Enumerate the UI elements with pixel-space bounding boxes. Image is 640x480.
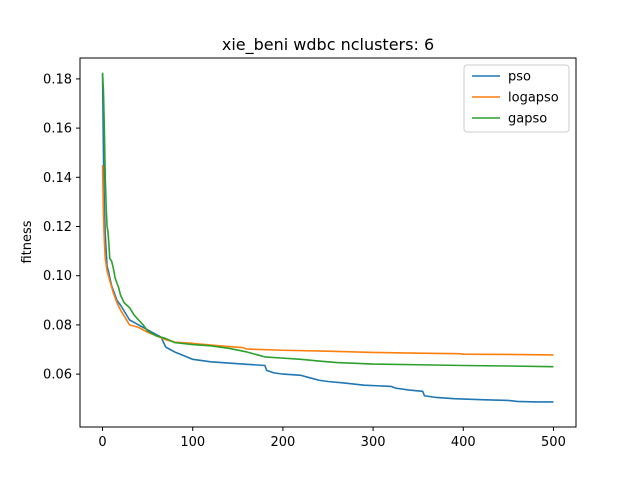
legend-label-logapso: logapso — [508, 91, 559, 106]
x-tick-label: 200 — [270, 435, 295, 450]
x-tick-label: 0 — [98, 435, 106, 450]
legend-label-gapso: gapso — [508, 112, 547, 127]
y-tick-label: 0.06 — [43, 368, 72, 383]
x-tick-label: 400 — [451, 435, 476, 450]
legend-label-pso: pso — [508, 70, 531, 85]
y-tick-label: 0.16 — [43, 122, 72, 137]
x-tick-label: 500 — [541, 435, 566, 450]
y-axis-label: fitness — [20, 220, 35, 263]
y-tick-label: 0.14 — [43, 171, 72, 186]
x-tick-label: 300 — [361, 435, 386, 450]
series-layer — [101, 72, 554, 403]
chart-title: xie_beni wdbc nclusters: 6 — [222, 35, 434, 55]
y-tick-label: 0.08 — [43, 318, 72, 333]
plot-frame — [79, 57, 577, 428]
series-line-pso — [101, 73, 554, 403]
y-tick-label: 0.18 — [43, 72, 72, 87]
series-line-gapso — [101, 72, 554, 368]
x-tick-label: 100 — [180, 435, 205, 450]
y-tick-label: 0.12 — [43, 220, 72, 235]
legend: pso logapso gapso — [463, 64, 570, 133]
y-axis-ticks: 0.06 0.08 0.10 0.12 0.14 0.16 0.18 — [43, 72, 80, 383]
legend-box — [463, 64, 570, 133]
x-axis-ticks: 0 100 200 300 400 500 — [98, 427, 566, 450]
y-tick-label: 0.10 — [43, 269, 72, 284]
